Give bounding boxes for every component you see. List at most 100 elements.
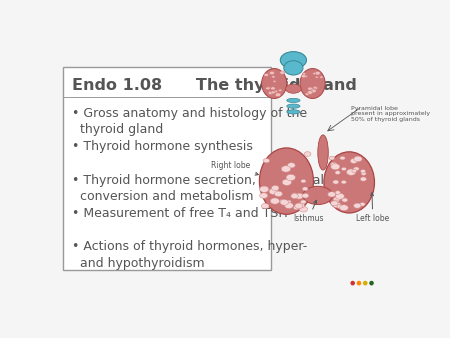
Ellipse shape bbox=[302, 73, 306, 75]
Ellipse shape bbox=[361, 172, 366, 175]
Ellipse shape bbox=[269, 188, 278, 195]
Ellipse shape bbox=[336, 193, 344, 199]
Ellipse shape bbox=[266, 87, 270, 90]
Ellipse shape bbox=[360, 202, 365, 206]
Ellipse shape bbox=[268, 91, 273, 95]
Ellipse shape bbox=[260, 186, 269, 192]
Ellipse shape bbox=[308, 87, 313, 91]
Ellipse shape bbox=[271, 186, 279, 191]
Ellipse shape bbox=[330, 162, 337, 167]
Ellipse shape bbox=[350, 159, 358, 163]
Ellipse shape bbox=[291, 194, 298, 199]
Ellipse shape bbox=[288, 163, 295, 168]
Ellipse shape bbox=[266, 87, 270, 90]
Ellipse shape bbox=[335, 171, 340, 174]
Ellipse shape bbox=[305, 93, 309, 95]
Ellipse shape bbox=[282, 179, 292, 186]
Ellipse shape bbox=[299, 207, 307, 212]
Ellipse shape bbox=[357, 281, 361, 286]
Ellipse shape bbox=[342, 167, 346, 171]
Ellipse shape bbox=[281, 166, 291, 172]
Ellipse shape bbox=[274, 191, 283, 197]
Ellipse shape bbox=[333, 180, 339, 184]
Ellipse shape bbox=[341, 180, 346, 184]
Ellipse shape bbox=[354, 203, 361, 208]
Ellipse shape bbox=[333, 197, 340, 201]
Ellipse shape bbox=[287, 98, 300, 102]
Ellipse shape bbox=[313, 87, 318, 89]
Ellipse shape bbox=[295, 203, 303, 209]
Ellipse shape bbox=[340, 156, 345, 160]
Ellipse shape bbox=[308, 87, 312, 90]
Ellipse shape bbox=[301, 74, 306, 78]
Ellipse shape bbox=[293, 206, 300, 210]
Ellipse shape bbox=[286, 200, 291, 203]
Ellipse shape bbox=[261, 69, 287, 98]
Ellipse shape bbox=[331, 164, 340, 170]
Ellipse shape bbox=[286, 174, 296, 180]
Ellipse shape bbox=[331, 201, 338, 206]
Ellipse shape bbox=[271, 91, 275, 94]
Ellipse shape bbox=[333, 202, 341, 208]
Ellipse shape bbox=[274, 90, 278, 92]
Ellipse shape bbox=[302, 193, 309, 198]
Ellipse shape bbox=[261, 203, 269, 209]
Ellipse shape bbox=[353, 167, 359, 171]
Ellipse shape bbox=[279, 199, 285, 203]
Ellipse shape bbox=[284, 61, 303, 75]
Ellipse shape bbox=[354, 156, 362, 162]
Ellipse shape bbox=[287, 110, 300, 114]
Ellipse shape bbox=[303, 186, 333, 204]
Text: • Thyroid hormone synthesis: • Thyroid hormone synthesis bbox=[72, 140, 253, 153]
Ellipse shape bbox=[264, 73, 269, 76]
Text: • Thyroid hormone secretion, peripheral
  conversion and metabolism: • Thyroid hormone secretion, peripheral … bbox=[72, 173, 324, 203]
Ellipse shape bbox=[273, 80, 276, 82]
Text: Left lobe: Left lobe bbox=[356, 193, 389, 223]
Ellipse shape bbox=[313, 73, 316, 75]
Ellipse shape bbox=[310, 89, 316, 93]
Ellipse shape bbox=[279, 89, 282, 91]
Ellipse shape bbox=[297, 203, 305, 208]
Text: • Gross anatomy and histology of the
  thyroid gland: • Gross anatomy and histology of the thy… bbox=[72, 107, 307, 137]
Ellipse shape bbox=[292, 193, 298, 197]
Ellipse shape bbox=[340, 205, 348, 211]
Ellipse shape bbox=[300, 69, 325, 98]
Ellipse shape bbox=[295, 193, 303, 199]
Ellipse shape bbox=[313, 87, 316, 89]
Ellipse shape bbox=[304, 152, 311, 156]
Ellipse shape bbox=[301, 200, 306, 204]
Ellipse shape bbox=[270, 71, 274, 75]
Ellipse shape bbox=[287, 104, 300, 108]
Ellipse shape bbox=[271, 87, 275, 90]
Ellipse shape bbox=[284, 202, 293, 209]
Ellipse shape bbox=[320, 76, 323, 78]
Ellipse shape bbox=[324, 152, 374, 213]
Ellipse shape bbox=[360, 177, 367, 181]
Ellipse shape bbox=[369, 281, 374, 286]
Ellipse shape bbox=[337, 205, 343, 209]
Ellipse shape bbox=[328, 192, 336, 197]
Ellipse shape bbox=[333, 200, 339, 204]
Ellipse shape bbox=[329, 156, 335, 160]
Ellipse shape bbox=[352, 169, 357, 172]
Ellipse shape bbox=[274, 91, 278, 93]
Ellipse shape bbox=[346, 169, 356, 175]
Ellipse shape bbox=[335, 191, 340, 194]
FancyBboxPatch shape bbox=[63, 67, 271, 270]
Ellipse shape bbox=[270, 198, 279, 204]
Ellipse shape bbox=[307, 91, 313, 94]
Text: Isthmus: Isthmus bbox=[293, 200, 324, 223]
Ellipse shape bbox=[305, 75, 307, 77]
Ellipse shape bbox=[315, 71, 320, 75]
Text: Endo 1.08      The thyroid gland: Endo 1.08 The thyroid gland bbox=[72, 78, 357, 93]
Ellipse shape bbox=[272, 76, 275, 78]
Ellipse shape bbox=[318, 135, 328, 170]
Ellipse shape bbox=[259, 148, 314, 214]
Ellipse shape bbox=[315, 76, 318, 78]
Ellipse shape bbox=[275, 93, 281, 97]
Ellipse shape bbox=[280, 52, 306, 69]
Ellipse shape bbox=[351, 281, 355, 286]
Ellipse shape bbox=[302, 187, 308, 191]
Ellipse shape bbox=[280, 199, 288, 205]
Ellipse shape bbox=[360, 170, 365, 173]
